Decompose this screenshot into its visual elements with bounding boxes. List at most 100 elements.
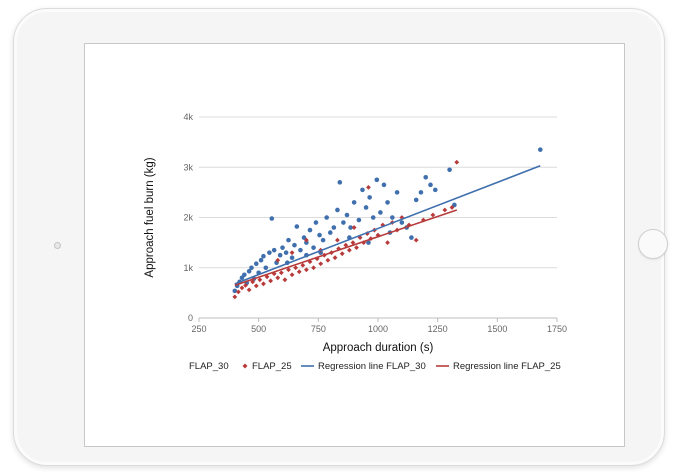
y-tick-label: 0 xyxy=(188,313,193,323)
data-point-flap25 xyxy=(257,277,263,283)
legend-marker-flap25 xyxy=(242,363,248,369)
data-point-flap25 xyxy=(275,275,281,281)
data-point-flap30 xyxy=(367,195,372,200)
data-point-flap25 xyxy=(261,281,266,287)
data-point-flap25 xyxy=(275,257,281,263)
data-point-flap25 xyxy=(332,255,338,261)
data-point-flap30 xyxy=(356,217,362,223)
data-point-flap25 xyxy=(289,272,295,278)
data-point-flap30 xyxy=(378,210,383,215)
data-point-flap25 xyxy=(354,245,359,251)
y-tick-label: 4k xyxy=(183,112,193,122)
legend-label: Regression line FLAP_25 xyxy=(453,361,561,372)
x-tick-label: 1750 xyxy=(547,324,567,334)
data-point-flap30 xyxy=(335,207,340,213)
y-tick-label: 2k xyxy=(183,213,193,223)
data-point-flap30 xyxy=(242,272,247,278)
data-point-flap25 xyxy=(361,240,367,246)
data-point-flap25 xyxy=(454,159,460,165)
data-point-flap25 xyxy=(343,242,349,248)
x-tick-label: 1500 xyxy=(487,324,507,334)
data-point-flap30 xyxy=(344,212,350,218)
data-point-flap30 xyxy=(331,225,337,230)
data-point-flap30 xyxy=(428,182,433,188)
y-axis-title: Approach fuel burn (kg) xyxy=(144,157,156,277)
data-point-flap30 xyxy=(283,250,289,255)
x-tick-label: 1250 xyxy=(428,324,448,334)
data-point-flap30 xyxy=(413,197,419,203)
data-point-flap30 xyxy=(298,247,303,253)
data-point-flap30 xyxy=(320,237,326,243)
data-point-flap30 xyxy=(409,235,414,240)
data-point-flap25 xyxy=(339,251,345,257)
data-point-flap30 xyxy=(232,288,238,294)
home-button[interactable] xyxy=(638,229,668,259)
data-point-flap30 xyxy=(311,245,316,250)
data-point-flap30 xyxy=(258,257,264,263)
data-point-flap25 xyxy=(430,212,436,218)
data-point-flap30 xyxy=(261,253,266,259)
data-point-flap30 xyxy=(363,205,369,210)
data-point-flap30 xyxy=(301,235,307,240)
data-point-flap25 xyxy=(304,267,309,273)
data-point-flap25 xyxy=(243,282,248,288)
data-point-flap25 xyxy=(278,270,284,276)
data-point-flap25 xyxy=(246,287,252,293)
data-point-flap25 xyxy=(300,262,306,268)
data-point-flap25 xyxy=(289,250,295,256)
x-tick-label: 250 xyxy=(191,324,206,334)
data-point-flap25 xyxy=(335,237,340,243)
data-point-flap30 xyxy=(337,180,343,185)
data-point-flap25 xyxy=(325,257,331,263)
data-point-flap30 xyxy=(263,265,269,271)
data-point-flap30 xyxy=(271,247,277,253)
data-point-flap30 xyxy=(277,252,283,258)
data-point-flap30 xyxy=(423,175,429,180)
data-point-flap25 xyxy=(350,240,356,246)
data-point-flap25 xyxy=(351,225,357,230)
x-tick-label: 500 xyxy=(251,324,266,334)
data-point-flap30 xyxy=(399,220,405,225)
legend-label: FLAP_25 xyxy=(252,361,292,372)
data-point-flap30 xyxy=(385,200,390,205)
data-point-flap30 xyxy=(447,167,452,173)
data-point-flap25 xyxy=(239,285,245,291)
data-point-flap25 xyxy=(304,237,309,243)
data-point-flap30 xyxy=(307,227,313,233)
data-point-flap25 xyxy=(375,232,381,238)
data-point-flap25 xyxy=(449,205,455,210)
data-point-flap30 xyxy=(267,250,272,255)
data-point-flap25 xyxy=(293,265,299,271)
data-point-flap25 xyxy=(253,283,259,289)
tablet-frame: 0 1k 2k 3k 4k 250 500 750 1000 1250 1500 1750 Approa… xyxy=(13,8,668,466)
data-point-flap30 xyxy=(432,187,438,193)
data-point-flap25 xyxy=(442,207,448,213)
x-tick-label: 750 xyxy=(311,324,326,334)
data-point-flap25 xyxy=(232,294,238,300)
x-axis-title: Approach duration (s) xyxy=(323,342,434,354)
data-point-flap25 xyxy=(311,265,316,271)
data-point-flap25 xyxy=(385,240,390,246)
regression-line-flap25 xyxy=(234,209,458,287)
data-point-flap30 xyxy=(269,216,275,221)
data-point-flap30 xyxy=(327,230,333,235)
data-point-flap25 xyxy=(346,247,352,253)
legend-label: FLAP_30 xyxy=(189,361,229,372)
data-point-flap30 xyxy=(390,215,395,220)
data-point-flap25 xyxy=(366,184,371,190)
data-point-flap25 xyxy=(268,278,273,284)
x-tick-label: 1000 xyxy=(368,324,388,334)
regression-line-flap30 xyxy=(234,164,541,285)
data-point-flap30 xyxy=(292,242,297,248)
data-point-flap30 xyxy=(324,215,329,220)
data-point-flap25 xyxy=(250,279,256,285)
data-point-flap25 xyxy=(318,261,324,267)
data-point-flap30 xyxy=(537,147,543,152)
data-point-flap30 xyxy=(366,240,371,245)
data-point-flap30 xyxy=(360,187,365,193)
data-point-flap30 xyxy=(370,215,376,220)
data-point-flap30 xyxy=(304,240,309,245)
data-point-flap25 xyxy=(296,269,302,275)
data-point-flap30 xyxy=(341,220,346,225)
data-point-flap30 xyxy=(313,220,319,225)
